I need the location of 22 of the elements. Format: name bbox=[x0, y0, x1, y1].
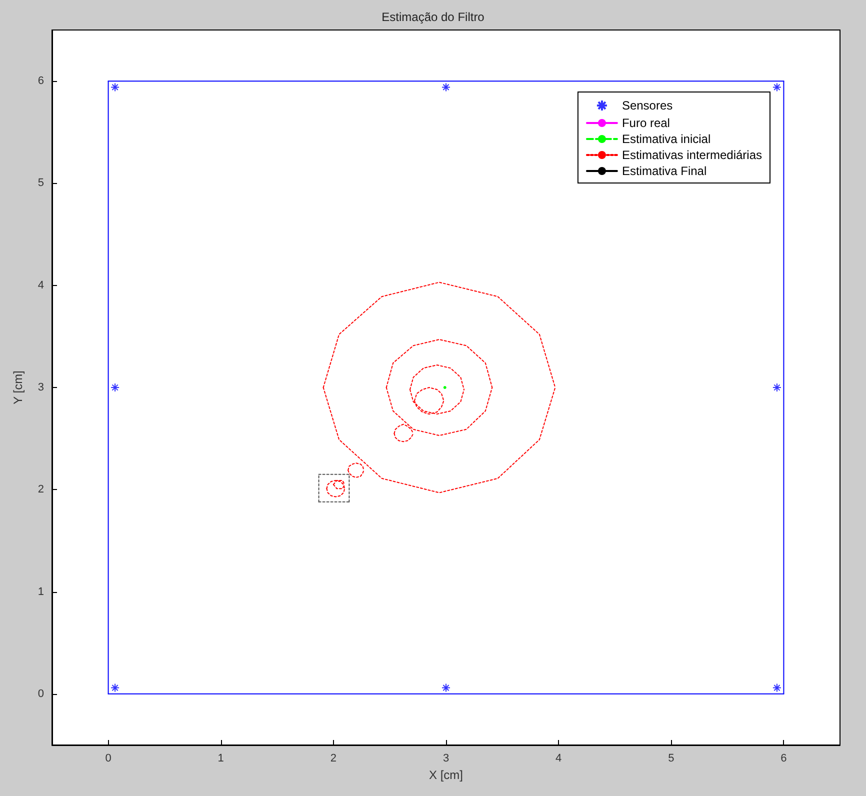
x-tick-label: 4 bbox=[556, 752, 562, 764]
x-tick-label: 5 bbox=[668, 752, 674, 764]
legend-label: Sensores bbox=[622, 98, 673, 112]
x-tick-label: 2 bbox=[330, 752, 336, 764]
y-tick-label: 5 bbox=[38, 177, 44, 190]
x-tick-label: 0 bbox=[105, 752, 112, 764]
y-axis-title: Y [cm] bbox=[11, 370, 25, 404]
y-tick-label: 4 bbox=[38, 279, 44, 292]
y-tick-label: 6 bbox=[38, 75, 44, 88]
legend-label: Estimativa Final bbox=[622, 164, 707, 178]
legend-label: Furo real bbox=[622, 116, 670, 130]
y-tick-label: 2 bbox=[38, 484, 44, 496]
y-tick-label: 3 bbox=[38, 382, 44, 394]
y-tick-label: 0 bbox=[38, 688, 44, 700]
x-axis-title: X [cm] bbox=[428, 768, 464, 782]
y-tick-label: 1 bbox=[38, 586, 44, 598]
x-tick-label: 1 bbox=[218, 752, 224, 764]
chart-title: Estimação do Filtro bbox=[382, 10, 485, 24]
legend-label: Estimativas intermediárias bbox=[622, 148, 762, 162]
legend-label: Estimativa inicial bbox=[622, 132, 711, 146]
x-tick-label: 3 bbox=[442, 752, 450, 764]
x-tick-label: 6 bbox=[780, 752, 787, 764]
